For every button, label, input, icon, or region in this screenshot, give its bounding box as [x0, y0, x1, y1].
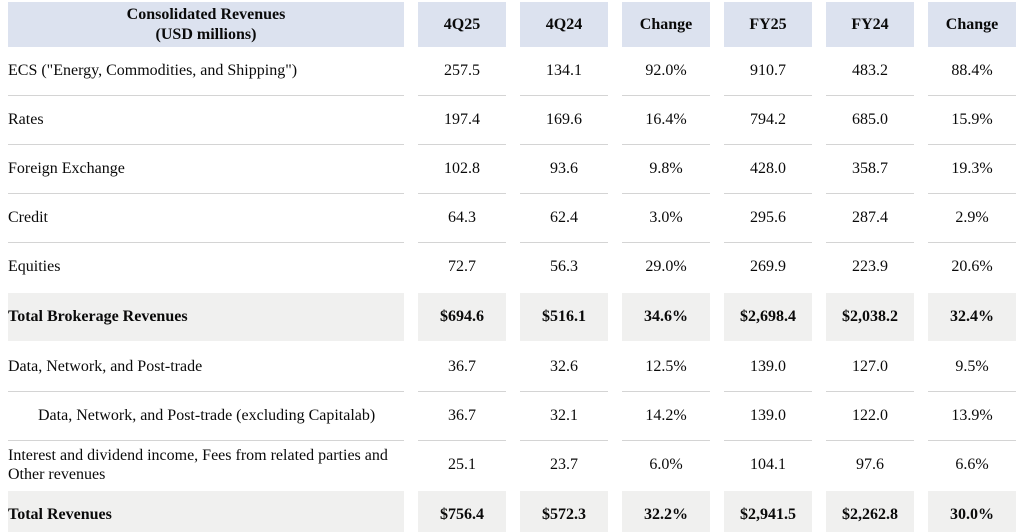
row-label: Data, Network, and Post-trade (excluding… — [8, 392, 404, 441]
cell-4q25: 197.4 — [418, 96, 506, 145]
table-row-total-brokerage-revenues: Total Brokerage Revenues $694.6 $516.1 3… — [8, 291, 1016, 343]
table-row-equities: Equities 72.7 56.3 29.0% 269.9 223.9 20.… — [8, 243, 1016, 291]
table-row-data-network-post-trade: Data, Network, and Post-trade 36.7 32.6 … — [8, 343, 1016, 392]
cell-change-fy: 9.5% — [928, 343, 1016, 392]
cell-4q25: $756.4 — [418, 489, 506, 532]
cell-4q25: 64.3 — [418, 194, 506, 243]
cell-change-fy: 13.9% — [928, 392, 1016, 441]
table-row-interest-dividend-other: Interest and dividend income, Fees from … — [8, 441, 1016, 489]
cell-change-quarter: 92.0% — [622, 47, 710, 96]
cell-change-quarter: 12.5% — [622, 343, 710, 392]
table-row-foreign-exchange: Foreign Exchange 102.8 93.6 9.8% 428.0 3… — [8, 145, 1016, 194]
cell-fy24: $2,262.8 — [826, 489, 914, 532]
col-header-fy25: FY25 — [724, 2, 812, 47]
table-row-ecs: ECS ("Energy, Commodities, and Shipping"… — [8, 47, 1016, 96]
header-row: Consolidated Revenues (USD millions) 4Q2… — [8, 2, 1016, 47]
cell-fy25: 139.0 — [724, 343, 812, 392]
cell-4q25: 25.1 — [448, 456, 476, 473]
cell-fy25: 269.9 — [750, 258, 786, 275]
table-title-cell: Consolidated Revenues (USD millions) — [8, 2, 404, 47]
cell-4q25: 36.7 — [418, 392, 506, 441]
cell-change-quarter: 14.2% — [622, 392, 710, 441]
cell-fy25: 794.2 — [724, 96, 812, 145]
cell-change-quarter: 16.4% — [622, 96, 710, 145]
cell-change-fy: 32.4% — [928, 291, 1016, 343]
cell-fy24: 122.0 — [826, 392, 914, 441]
cell-change-quarter: 9.8% — [622, 145, 710, 194]
row-label: Credit — [8, 194, 404, 243]
cell-fy24: 223.9 — [852, 258, 888, 275]
cell-4q24: 32.6 — [520, 343, 608, 392]
table-title: Consolidated Revenues — [126, 5, 286, 23]
cell-change-fy: 6.6% — [955, 456, 989, 473]
table-subtitle: (USD millions) — [155, 25, 257, 43]
cell-4q24: 134.1 — [520, 47, 608, 96]
row-label: ECS ("Energy, Commodities, and Shipping"… — [8, 47, 404, 96]
table-row-rates: Rates 197.4 169.6 16.4% 794.2 685.0 15.9… — [8, 96, 1016, 145]
cell-4q24: 62.4 — [520, 194, 608, 243]
cell-fy25: $2,941.5 — [724, 489, 812, 532]
cell-4q25: $694.6 — [418, 291, 506, 343]
cell-change-quarter: 3.0% — [622, 194, 710, 243]
cell-fy25: $2,698.4 — [724, 291, 812, 343]
cell-change-fy: 2.9% — [928, 194, 1016, 243]
table-row-total-revenues: Total Revenues $756.4 $572.3 32.2% $2,94… — [8, 489, 1016, 532]
col-header-change-quarter: Change — [622, 2, 710, 47]
cell-fy24: 358.7 — [826, 145, 914, 194]
row-label: Data, Network, and Post-trade — [8, 343, 404, 392]
cell-fy24: 483.2 — [826, 47, 914, 96]
cell-fy24: 685.0 — [826, 96, 914, 145]
col-header-4q24: 4Q24 — [520, 2, 608, 47]
cell-4q24: 56.3 — [550, 258, 578, 275]
cell-4q25: 72.7 — [448, 258, 476, 275]
cell-4q24: $516.1 — [520, 291, 608, 343]
cell-change-quarter: 34.6% — [622, 291, 710, 343]
row-label: Total Brokerage Revenues — [8, 291, 404, 343]
cell-change-fy: 15.9% — [928, 96, 1016, 145]
row-label: Foreign Exchange — [8, 145, 404, 194]
cell-4q25: 257.5 — [418, 47, 506, 96]
cell-fy25: 910.7 — [724, 47, 812, 96]
col-header-fy24: FY24 — [826, 2, 914, 47]
cell-change-quarter: 32.2% — [622, 489, 710, 532]
cell-fy25: 428.0 — [724, 145, 812, 194]
col-header-4q25: 4Q25 — [418, 2, 506, 47]
cell-fy24: $2,038.2 — [826, 291, 914, 343]
row-label: Total Revenues — [8, 489, 404, 532]
table-row-credit: Credit 64.3 62.4 3.0% 295.6 287.4 2.9% — [8, 194, 1016, 243]
cell-change-fy: 19.3% — [928, 145, 1016, 194]
cell-4q24: 169.6 — [520, 96, 608, 145]
cell-4q24: $572.3 — [520, 489, 608, 532]
cell-fy24: 97.6 — [856, 456, 884, 473]
cell-fy25: 104.1 — [750, 456, 786, 473]
cell-4q24: 93.6 — [520, 145, 608, 194]
cell-change-fy: 88.4% — [928, 47, 1016, 96]
cell-fy24: 127.0 — [826, 343, 914, 392]
cell-4q25: 102.8 — [418, 145, 506, 194]
cell-change-quarter: 6.0% — [649, 456, 683, 473]
cell-4q24: 32.1 — [520, 392, 608, 441]
cell-fy25: 295.6 — [724, 194, 812, 243]
cell-4q24: 23.7 — [550, 456, 578, 473]
cell-change-quarter: 29.0% — [645, 258, 687, 275]
row-label: Rates — [8, 96, 404, 145]
table-row-data-network-post-trade-ex-capitalab: Data, Network, and Post-trade (excluding… — [8, 392, 1016, 441]
cell-change-fy: 20.6% — [951, 258, 993, 275]
cell-fy24: 287.4 — [826, 194, 914, 243]
cell-change-fy: 30.0% — [928, 489, 1016, 532]
col-header-change-fy: Change — [928, 2, 1016, 47]
row-label: Equities — [8, 258, 61, 276]
row-label: Interest and dividend income, Fees from … — [8, 446, 388, 483]
cell-4q25: 36.7 — [418, 343, 506, 392]
cell-fy25: 139.0 — [724, 392, 812, 441]
